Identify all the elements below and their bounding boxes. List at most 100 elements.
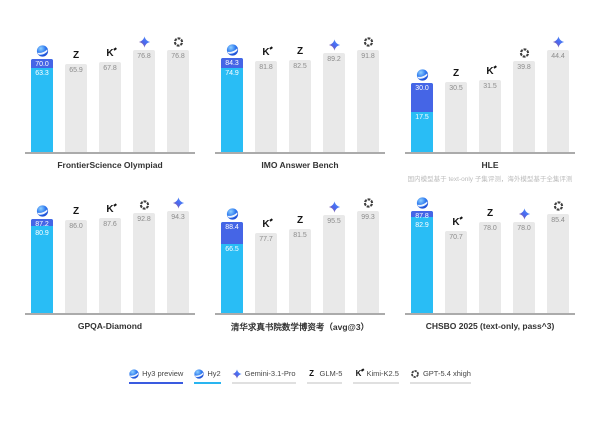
- bar-value-label: 88.4: [225, 224, 239, 231]
- bar-overlay-value-label: 17.5: [415, 114, 429, 121]
- bar-glm: Z 78.0: [479, 208, 501, 313]
- bar-value-label: 70.0: [35, 61, 49, 68]
- legend-item-kimi-k2-5: K Kimi-K2.5: [353, 368, 399, 384]
- bar-value-label: 91.8: [361, 53, 375, 60]
- gemini-icon: [328, 200, 341, 213]
- bar-kimi: K 70.7: [445, 215, 467, 313]
- bar-glm: Z 86.0: [65, 206, 87, 313]
- chart-title: FrontierScience Olympiad: [57, 160, 163, 170]
- bar-gemini: 76.8: [133, 35, 155, 152]
- bar-value-label: 81.5: [293, 232, 307, 239]
- benchmark-chart: 30.0 17.5 Z 30.5 K 31.5 39.8 44.4 HLE 国内模型基于 te…: [405, 34, 575, 183]
- chart-plot: 84.3 74.9 K 81.8 Z 82.5 89.2 91.8: [215, 34, 385, 154]
- bar-value-label: 81.8: [259, 64, 273, 71]
- gemini-icon: [552, 35, 565, 48]
- gemini-icon: [232, 369, 242, 379]
- bar-gemini: 89.2: [323, 38, 345, 152]
- gemini-icon: [518, 207, 531, 220]
- bar-gemini: 95.5: [323, 200, 345, 313]
- hy3-segment: [31, 219, 53, 226]
- bar-value-label: 95.5: [327, 218, 341, 225]
- bar-overlay-value-label: 80.9: [35, 230, 49, 237]
- chart-plot: 30.0 17.5 Z 30.5 K 31.5 39.8 44.4: [405, 34, 575, 154]
- gpt-icon: [410, 369, 420, 379]
- bar-gpt: 92.8: [133, 199, 155, 313]
- bar-hunyuan: 70.0 63.3: [31, 44, 53, 152]
- charts-grid: 70.0 63.3 Z 65.9 K 67.8 76.8 76.8 FrontierScie…: [0, 34, 600, 333]
- legend-item-label: Gemini-3.1-Pro: [244, 368, 296, 378]
- bar-glm: Z 82.5: [289, 46, 311, 152]
- chart-title: GPQA-Diamond: [77, 321, 143, 331]
- bar-value-label: 65.9: [69, 67, 83, 74]
- kimi-icon: K: [260, 217, 273, 231]
- benchmark-chart: 87.8 82.9 K 70.7 Z 78.0 78.0 85.4 CHSBO 2025 (…: [405, 195, 575, 333]
- bar-value-label: 82.5: [293, 63, 307, 70]
- benchmark-chart: 84.3 74.9 K 81.8 Z 82.5 89.2 91.8 IMO Answer B…: [215, 34, 385, 183]
- bar-kimi: K 87.6: [99, 202, 121, 313]
- gpt-icon: [362, 196, 375, 209]
- bar-value-label: 39.8: [517, 64, 531, 71]
- glm-icon: Z: [72, 205, 80, 217]
- bar-gpt: 99.3: [357, 197, 379, 313]
- bar-kimi: K 31.5: [479, 64, 501, 152]
- hunyuan-icon: [416, 68, 429, 81]
- bar-hunyuan: 30.0 17.5: [411, 68, 433, 152]
- legend-item-gpt-5-4-xhigh: GPT-5.4 xhigh: [409, 369, 471, 384]
- hy3-segment: [221, 58, 243, 68]
- gpt-icon: [552, 199, 565, 212]
- chart-footnote: 国内模型基于 text-only 子集评测，海外模型基于全集评测: [407, 176, 573, 183]
- bar-overlay-value-label: 66.5: [225, 246, 239, 253]
- hunyuan-icon: [36, 44, 49, 57]
- chart-row: 70.0 63.3 Z 65.9 K 67.8 76.8 76.8 FrontierScie…: [0, 34, 600, 183]
- bar-value-label: 44.4: [551, 53, 565, 60]
- bar-hunyuan: 87.2 80.9: [31, 204, 53, 313]
- bar-value-label: 67.8: [103, 65, 117, 72]
- kimi-icon: K: [104, 202, 117, 216]
- bar-value-label: 78.0: [517, 225, 531, 232]
- bar-glm: Z 65.9: [65, 50, 87, 152]
- gpt-icon: [138, 198, 151, 211]
- legend: Hy3 preview Hy2 Gemini-3.1-Pro Z GLM-5 K Kim…: [0, 368, 600, 384]
- benchmark-dashboard: 70.0 63.3 Z 65.9 K 67.8 76.8 76.8 FrontierScie…: [0, 34, 600, 384]
- bar-kimi: K 77.7: [255, 217, 277, 313]
- bar-gemini: 94.3: [167, 196, 189, 313]
- gemini-icon: [328, 38, 341, 51]
- kimi-icon: K: [450, 215, 463, 229]
- hunyuan-icon: [226, 207, 239, 220]
- bar-value-label: 77.7: [259, 236, 273, 243]
- benchmark-chart: 88.4 66.5 K 77.7 Z 81.5 95.5 99.3 清华求真书院数学博资考（…: [215, 195, 385, 333]
- legend-item-label: Hy3 preview: [142, 368, 184, 378]
- benchmark-chart: 70.0 63.3 Z 65.9 K 67.8 76.8 76.8 FrontierScie…: [25, 34, 195, 183]
- bar-value-label: 30.0: [415, 85, 429, 92]
- hunyuan-icon: [129, 369, 139, 379]
- chart-title: 清华求真书院数学博资考（avg@3）: [230, 322, 370, 332]
- bar-value-label: 78.0: [483, 225, 497, 232]
- gpt-icon: [518, 46, 531, 59]
- kimi-icon: K: [260, 45, 273, 59]
- bar-gpt: 91.8: [357, 36, 379, 152]
- bar-kimi: K 81.8: [255, 45, 277, 152]
- glm-icon: Z: [72, 49, 80, 61]
- gemini-icon: [172, 196, 185, 209]
- bar-value-label: 87.2: [35, 221, 49, 228]
- gemini-icon: [138, 35, 151, 48]
- bar-overlay-value-label: 63.3: [35, 70, 49, 77]
- glm-icon: Z: [296, 214, 304, 226]
- legend-item-label: Kimi-K2.5: [366, 368, 399, 378]
- kimi-icon: K: [353, 368, 365, 379]
- gpt-icon: [172, 35, 185, 48]
- bar-overlay-value-label: 74.9: [225, 70, 239, 77]
- bar-gpt: 76.8: [167, 36, 189, 152]
- bar-glm: Z 81.5: [289, 215, 311, 313]
- bar-value-label: 87.6: [103, 221, 117, 228]
- bar-gpt: 85.4: [547, 200, 569, 313]
- bar-gpt: 39.8: [513, 47, 535, 152]
- hunyuan-icon: [194, 369, 204, 379]
- legend-item-label: Hy2: [207, 368, 221, 378]
- bar-value-label: 84.3: [225, 60, 239, 67]
- legend-item-glm-5: Z GLM-5: [306, 369, 343, 384]
- bar-value-label: 86.0: [69, 223, 83, 230]
- hy3-segment: [221, 222, 243, 244]
- hy3-segment: [31, 59, 53, 68]
- legend-item-gemini-3-1-pro: Gemini-3.1-Pro: [231, 368, 296, 384]
